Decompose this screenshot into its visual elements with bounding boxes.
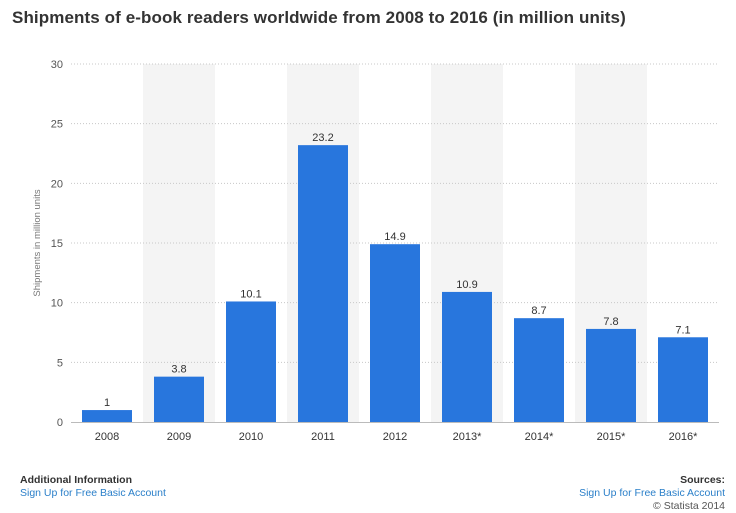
x-tick-label: 2012 bbox=[383, 431, 407, 443]
bar-value-label: 7.8 bbox=[603, 316, 618, 328]
x-tick-label: 2010 bbox=[239, 431, 263, 443]
bar bbox=[82, 410, 132, 422]
x-tick-label: 2016* bbox=[669, 431, 698, 443]
y-tick-label: 20 bbox=[51, 178, 63, 190]
bar-value-label: 10.9 bbox=[456, 279, 477, 291]
y-tick-label: 5 bbox=[57, 357, 63, 369]
sources-heading: Sources: bbox=[680, 474, 725, 486]
y-tick-label: 10 bbox=[51, 298, 63, 310]
additional-info-heading: Additional Information bbox=[20, 474, 132, 486]
bar-chart: 0 5 10 15 20 25 30 Shipments in million units 1 2… bbox=[32, 59, 719, 443]
bar-value-label: 8.7 bbox=[531, 305, 546, 317]
signup-link-left[interactable]: Sign Up for Free Basic Account bbox=[20, 487, 166, 499]
x-tick-label: 2014* bbox=[525, 431, 554, 443]
x-tick-label: 2011 bbox=[311, 431, 335, 443]
footer-left: Additional Information Sign Up for Free … bbox=[20, 474, 166, 500]
bar bbox=[370, 244, 420, 422]
chart-title: Shipments of e-book readers worldwide fr… bbox=[12, 8, 626, 27]
footer-right: Sources: Sign Up for Free Basic Account … bbox=[579, 474, 725, 513]
bar bbox=[298, 145, 348, 422]
bar bbox=[586, 328, 636, 422]
y-tick-label: 15 bbox=[51, 238, 63, 250]
bar-value-label: 7.1 bbox=[675, 324, 690, 336]
bar-value-label: 10.1 bbox=[240, 288, 261, 300]
y-tick-label: 0 bbox=[57, 417, 63, 429]
x-tick-label: 2013* bbox=[453, 431, 482, 443]
bar bbox=[154, 376, 204, 422]
bar bbox=[514, 318, 564, 422]
signup-link-right[interactable]: Sign Up for Free Basic Account bbox=[579, 487, 725, 499]
x-tick-label: 2008 bbox=[95, 431, 119, 443]
x-tick-label: 2009 bbox=[167, 431, 191, 443]
bar-value-label: 3.8 bbox=[171, 364, 186, 376]
bar-value-label: 23.2 bbox=[312, 132, 333, 144]
copyright-text: © Statista 2014 bbox=[653, 500, 725, 512]
y-tick-label: 25 bbox=[51, 119, 63, 131]
bar bbox=[658, 337, 708, 422]
bar bbox=[226, 301, 276, 422]
y-tick-label: 30 bbox=[51, 59, 63, 71]
bar-value-label: 14.9 bbox=[384, 231, 405, 243]
bar bbox=[442, 291, 492, 422]
bar-value-label: 1 bbox=[104, 397, 110, 409]
y-axis-title: Shipments in million units bbox=[32, 189, 43, 296]
x-tick-label: 2015* bbox=[597, 431, 626, 443]
